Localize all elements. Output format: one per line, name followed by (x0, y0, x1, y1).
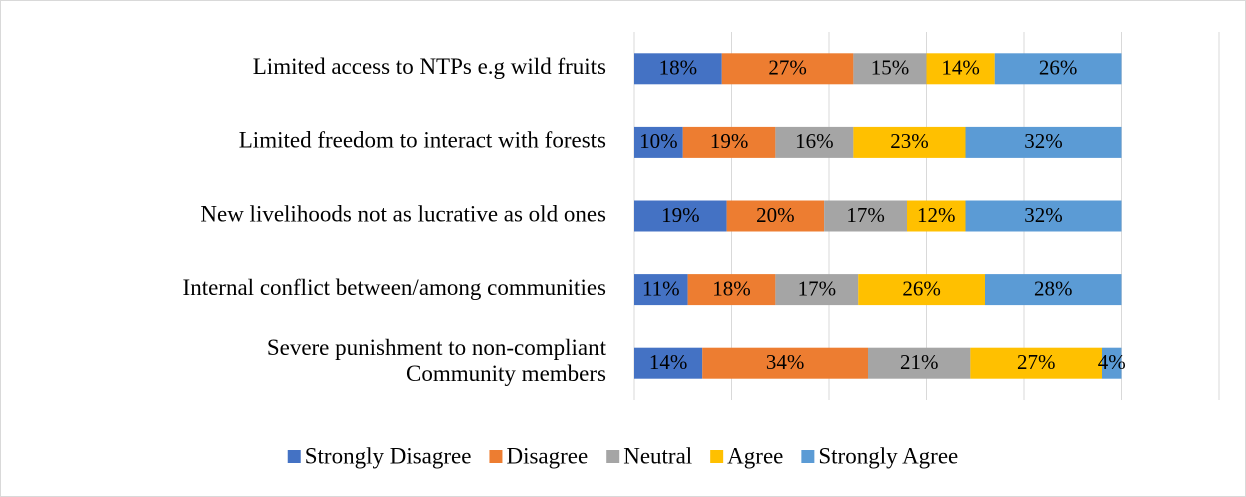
bar-segment (970, 347, 1102, 379)
bar-segment (775, 126, 854, 158)
value-label: 12% (917, 203, 956, 227)
legend-label: Strongly Agree (818, 443, 958, 468)
legend-label: Agree (727, 443, 783, 468)
value-label: 17% (798, 276, 837, 300)
bar-segment (1102, 347, 1122, 379)
value-label: 15% (871, 56, 910, 80)
bar-segment (868, 347, 971, 379)
category-label: Limited freedom to interact with forests (239, 128, 606, 153)
bar-segment (634, 200, 727, 232)
value-label: 23% (890, 129, 929, 153)
bar-segment (775, 274, 859, 306)
value-label: 27% (1017, 350, 1056, 374)
bar-segment (702, 347, 868, 379)
legend-label: Neutral (623, 443, 692, 468)
value-label: 17% (846, 203, 885, 227)
legend-swatch (801, 450, 815, 463)
bar-segment (634, 126, 683, 158)
value-label: 26% (1039, 56, 1078, 80)
value-label: 19% (710, 129, 749, 153)
value-label: 20% (756, 203, 795, 227)
value-label: 18% (712, 276, 751, 300)
value-label: 19% (661, 203, 700, 227)
bar-segment (634, 274, 688, 306)
legend-swatch (287, 450, 301, 463)
legend-label: Disagree (506, 443, 588, 468)
value-label: 26% (902, 276, 941, 300)
bar-segment (721, 53, 854, 85)
value-label: 18% (659, 56, 698, 80)
value-label: 4% (1098, 350, 1126, 374)
value-label: 11% (642, 276, 680, 300)
legend-label: Strongly Disagree (305, 443, 472, 468)
legend-swatch (489, 450, 503, 463)
value-label: 28% (1034, 276, 1073, 300)
bar-segment (965, 200, 1122, 232)
legend-swatch (710, 450, 724, 463)
value-label: 21% (900, 350, 939, 374)
bar-segment (634, 347, 703, 379)
category-label: Severe punishment to non-compliant Commun… (267, 335, 607, 386)
bar-segment (994, 53, 1122, 85)
bar-segment (687, 274, 776, 306)
bar-segment (853, 53, 927, 85)
bar-segment (907, 200, 966, 232)
bar-segment (965, 126, 1122, 158)
legend-swatch (606, 450, 620, 463)
value-label: 16% (795, 129, 834, 153)
category-label: Internal conflict between/among communit… (183, 275, 606, 300)
bar-segment (682, 126, 776, 158)
value-label: 10% (639, 129, 678, 153)
value-label: 14% (649, 350, 688, 374)
bar-segment (853, 126, 966, 158)
value-label: 32% (1024, 203, 1063, 227)
bar-segment (985, 274, 1122, 306)
bar-segment (824, 200, 907, 232)
category-label: Limited access to NTPs e.g wild fruits (253, 54, 606, 79)
bar-segment (858, 274, 985, 306)
value-label: 32% (1024, 129, 1063, 153)
bar-segment (926, 53, 995, 85)
value-label: 14% (941, 56, 980, 80)
category-label: New livelihoods not as lucrative as old … (200, 201, 606, 226)
value-label: 27% (768, 56, 807, 80)
bar-segment (634, 53, 722, 85)
bar-segment (726, 200, 825, 232)
value-label: 34% (766, 350, 805, 374)
